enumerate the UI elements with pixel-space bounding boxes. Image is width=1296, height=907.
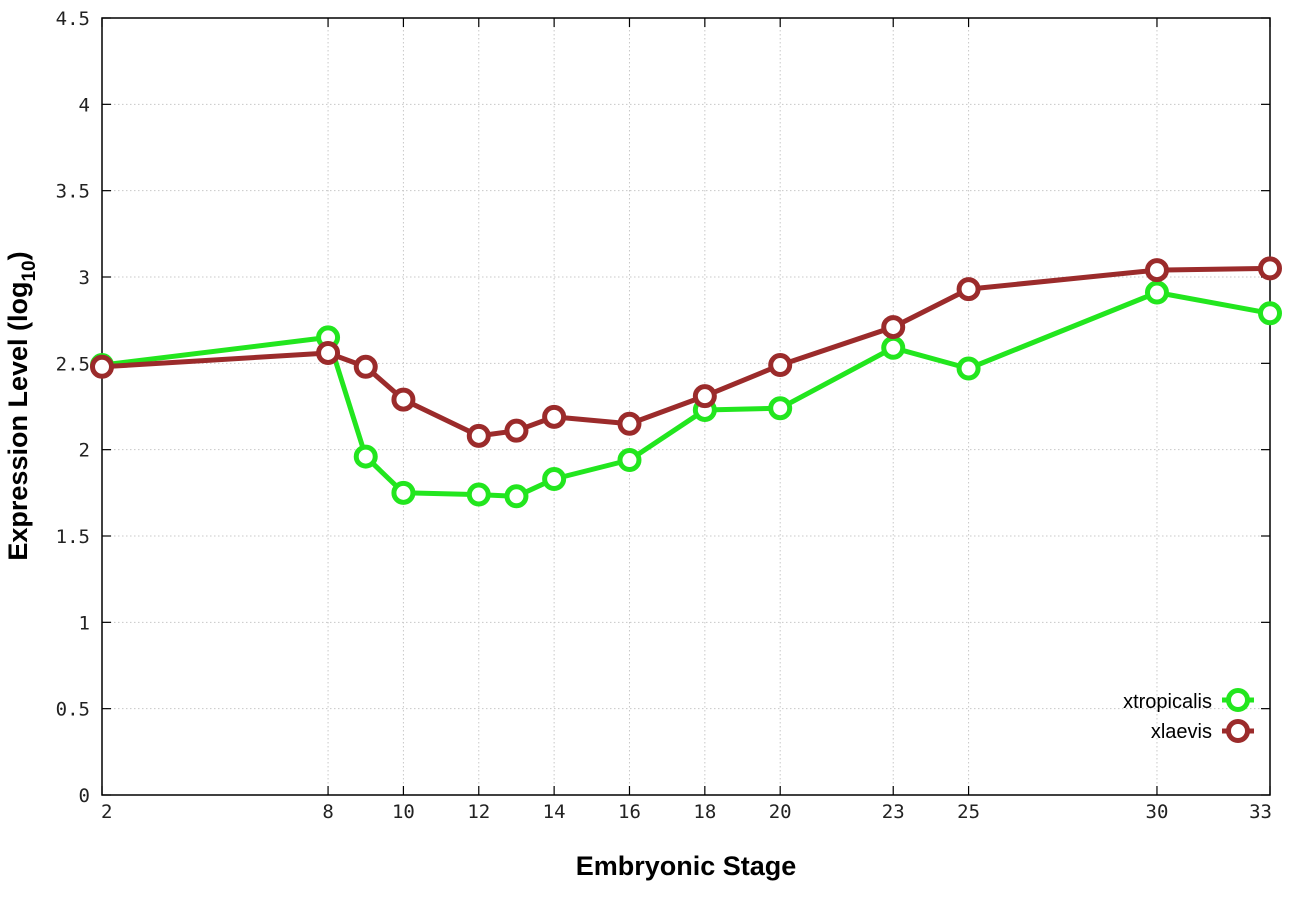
data-point-xtropicalis [542, 467, 567, 492]
y-tick-label: 2 [79, 440, 90, 462]
data-point-xlaevis [353, 354, 378, 379]
y-tick-label: 4.5 [56, 8, 90, 30]
data-point-xlaevis [881, 315, 906, 340]
x-tick-label: 10 [392, 801, 415, 823]
data-point-xlaevis [90, 354, 114, 379]
data-point-xtropicalis [353, 444, 378, 469]
series [90, 256, 1282, 509]
data-point-xlaevis [1258, 256, 1282, 281]
x-tick-label: 33 [1249, 801, 1272, 823]
y-tick-label: 2.5 [56, 353, 90, 375]
data-point-xlaevis [692, 384, 717, 409]
x-tick-label: 20 [769, 801, 792, 823]
data-point-xtropicalis [768, 396, 793, 421]
x-tick-label: 14 [543, 801, 566, 823]
data-point-xtropicalis [881, 335, 906, 360]
data-point-xlaevis [1144, 258, 1169, 283]
x-tick-label: 25 [957, 801, 980, 823]
data-point-xlaevis [542, 404, 567, 429]
data-point-xlaevis [956, 277, 981, 302]
y-tick-label: 1 [79, 612, 90, 634]
y-tick-label: 1.5 [56, 526, 90, 548]
legend-marker-xtropicalis [1226, 688, 1250, 712]
x-tick-label: 2 [101, 801, 112, 823]
y-tick-label: 0.5 [56, 699, 90, 721]
legend-label-xlaevis: xlaevis [1151, 721, 1212, 743]
data-point-xlaevis [316, 340, 341, 365]
legend: xtropicalis xlaevis [1123, 688, 1254, 743]
data-point-xtropicalis [466, 482, 491, 507]
data-point-xlaevis [504, 418, 529, 443]
data-point-xtropicalis [1258, 301, 1282, 326]
x-tick-label: 16 [618, 801, 641, 823]
data-point-xtropicalis [504, 484, 529, 509]
series-line-xlaevis [101, 265, 1271, 439]
data-point-xtropicalis [1144, 280, 1169, 305]
legend-label-xtropicalis: xtropicalis [1123, 691, 1212, 713]
y-tick-label: 0 [79, 785, 90, 807]
series-line-xtropicalis [101, 290, 1271, 499]
x-tick-label: 12 [467, 801, 490, 823]
data-point-xtropicalis [956, 356, 981, 381]
data-point-xtropicalis [391, 480, 416, 505]
x-tick-label: 8 [322, 801, 333, 823]
y-axis-title-main: Expression Level (log [3, 282, 33, 561]
data-point-xtropicalis [617, 448, 642, 473]
grid [102, 18, 1270, 795]
x-tick-label: 30 [1146, 801, 1169, 823]
data-point-xlaevis [768, 353, 793, 378]
data-point-xlaevis [391, 387, 416, 412]
legend-marker-xlaevis [1226, 719, 1250, 743]
data-point-xlaevis [466, 423, 491, 448]
y-tick-label: 3 [79, 267, 90, 289]
data-point-xlaevis [617, 411, 642, 436]
y-axis-title: Expression Level (log10) [3, 251, 40, 560]
plot-frame [101, 17, 1271, 796]
y-tick-label: 3.5 [56, 181, 90, 203]
x-axis-title: Embryonic Stage [576, 851, 797, 881]
x-tick-label: 18 [693, 801, 716, 823]
y-axis-title-close: ) [3, 251, 33, 260]
y-axis-title-subscript: 10 [19, 260, 40, 281]
y-tick-label: 4 [79, 94, 90, 116]
x-tick-label: 23 [882, 801, 905, 823]
axis-ticks: 0 0.5 1 1.5 2 2.5 3 3.5 4 4.5 2 8 10 12 14 16 18 20 23 25 30… [56, 8, 1272, 823]
